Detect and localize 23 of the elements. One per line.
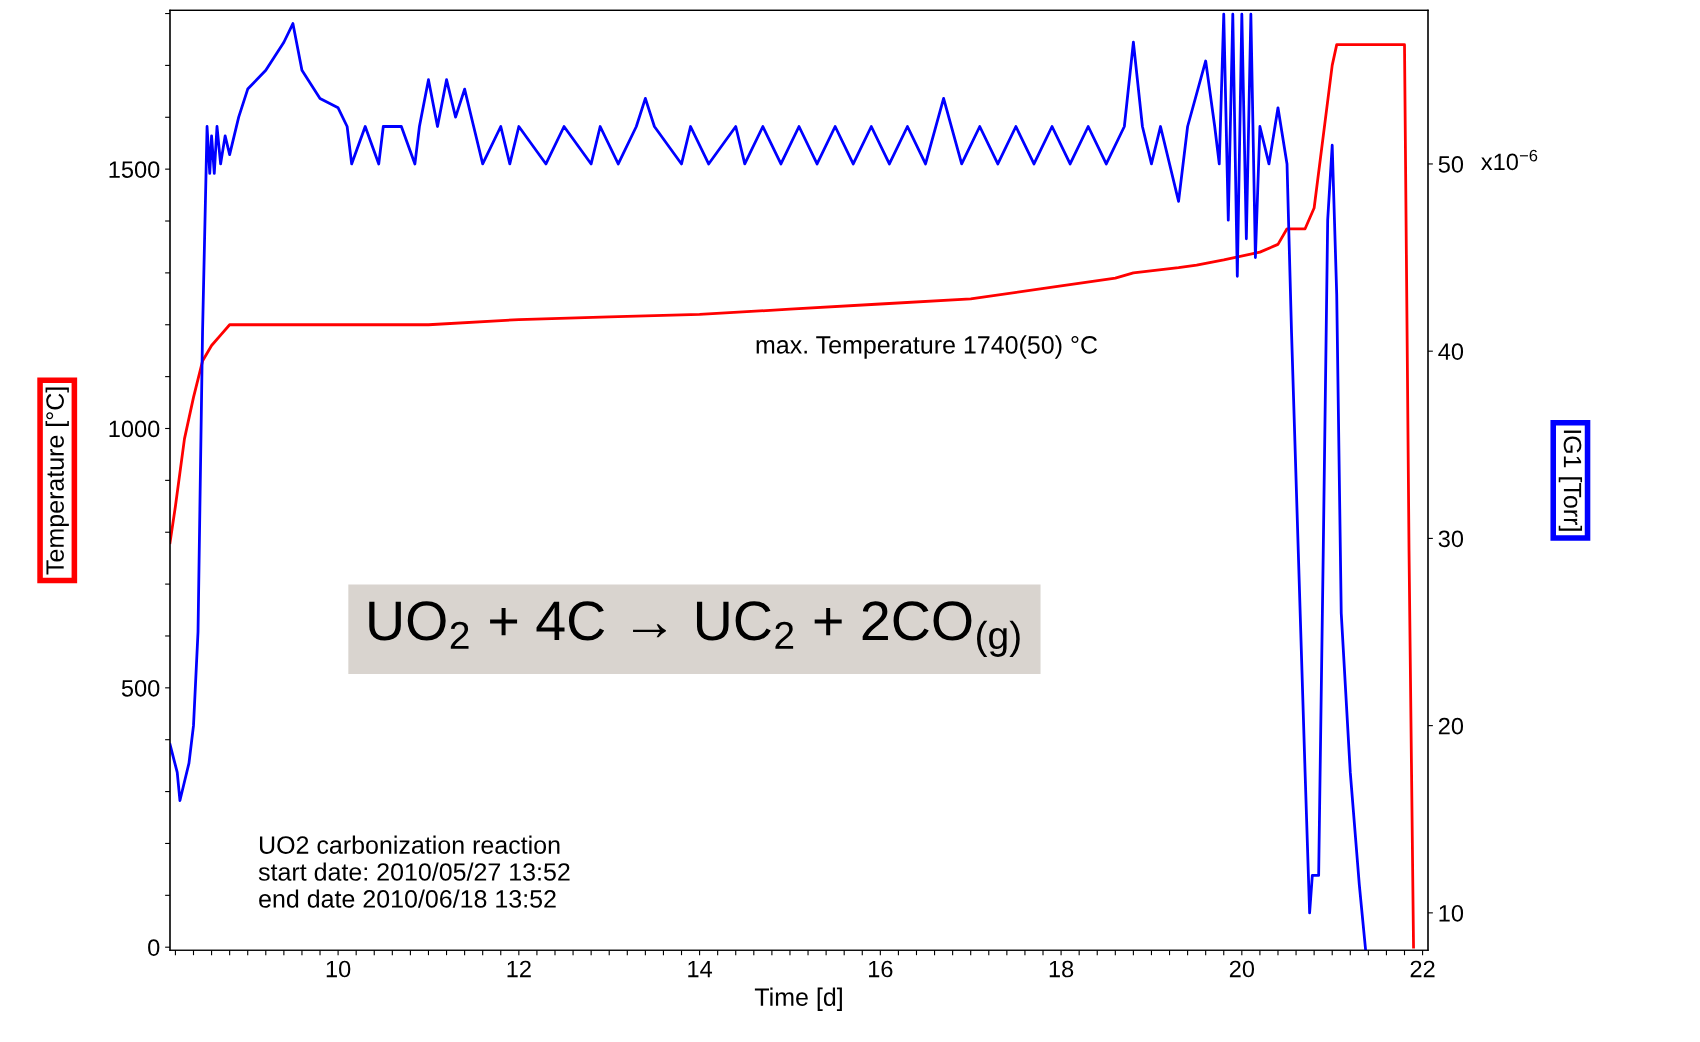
x-tick-label: 12 (507, 960, 531, 978)
x-tick-label: 14 (688, 960, 713, 978)
y2-tick-label: 10 (1439, 904, 1464, 922)
y2-tick-label: 30 (1438, 530, 1464, 548)
y-tick-label: 500 (121, 679, 160, 697)
x-axis-title: Time [d] (754, 987, 842, 1011)
y2-tick-label: 40 (1438, 343, 1464, 360)
y-axis-title: Temperature [°C] (45, 387, 69, 575)
y-tick-label: 1500 (109, 161, 160, 178)
y2-tick-label: 20 (1438, 717, 1464, 735)
y2-axis-title: IG1 [Torr] (1558, 430, 1583, 531)
text: x10$^{−6}$ (1481, 149, 1538, 171)
x-tick-label: 22 (1410, 960, 1435, 978)
annotation: max. Temperature 1740(50) °C (756, 335, 1098, 359)
x-tick-label: 16 (869, 960, 893, 978)
annotation: UO2 carbonization reaction start date: 2010/05/27 13:52 end date 2010/06/18 13:52 (258, 835, 570, 908)
x-tick-label: 20 (1229, 960, 1255, 978)
x-tick-label: 10 (326, 960, 351, 978)
annotation: UO$_{2}$ + 4C → UC$_{2}$ + 2CO$_{(g)}$ (369, 601, 1020, 657)
x-tick-label: 18 (1049, 960, 1074, 978)
y-tick-label: 0 (148, 939, 160, 956)
y2-tick-label: 50 (1438, 156, 1464, 173)
y-tick-label: 1000 (109, 420, 160, 438)
